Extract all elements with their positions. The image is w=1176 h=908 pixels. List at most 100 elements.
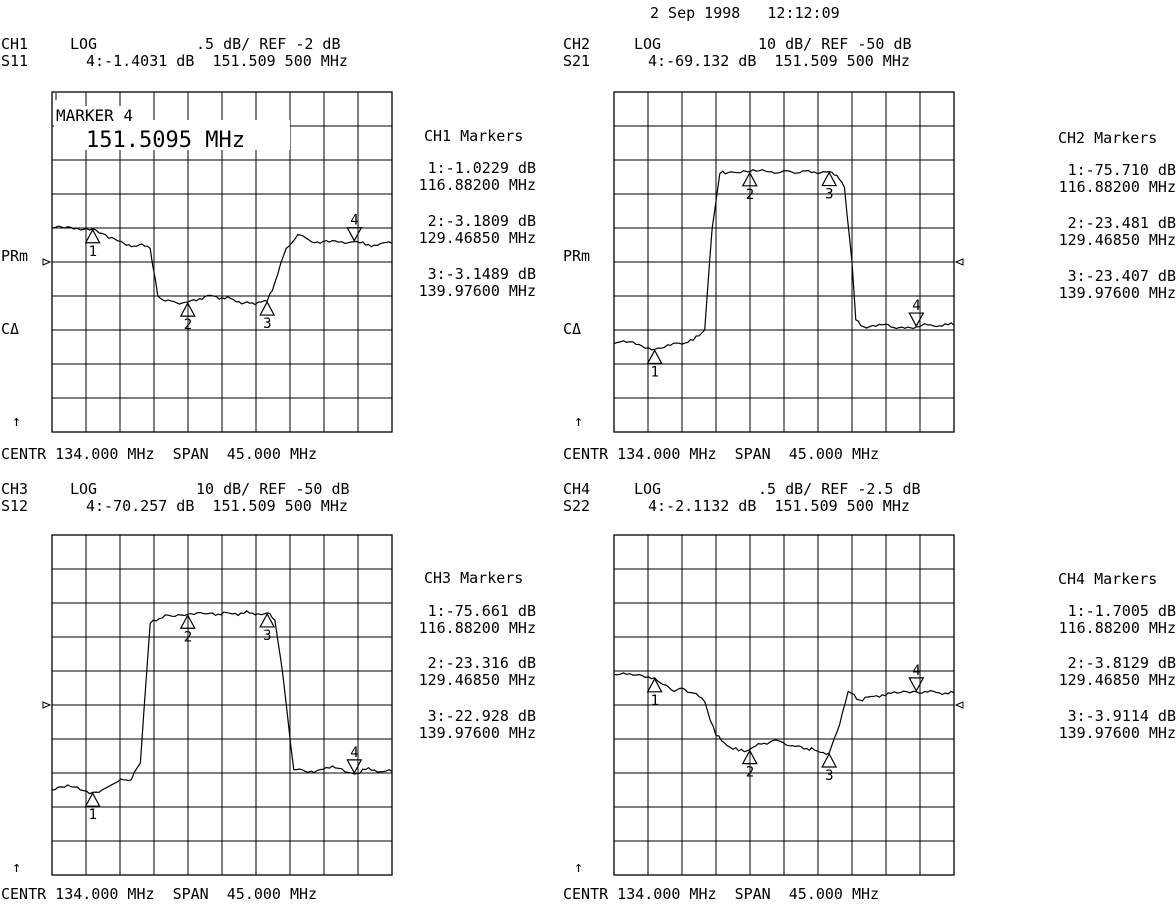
ch3-header-channel: CH3 — [1, 480, 29, 498]
ch2-header-param: S21 — [563, 52, 591, 70]
ch4-marker-1-freq: 116.88200 MHz — [1058, 619, 1176, 637]
ch4-marker-2-number: 2 — [746, 765, 754, 781]
ch1-markers-title: CH1 Markers — [424, 127, 524, 145]
ch2-footer: CENTR 134.000 MHz SPAN 45.000 MHz — [563, 445, 880, 463]
ch1-marker-2-freq: 129.46850 MHz — [418, 229, 536, 247]
ch1-marker-1-value: 1:-1.0229 dB — [427, 159, 536, 177]
ch1-trace — [51, 225, 393, 306]
ch2-marker-3-symbol — [821, 171, 838, 187]
ch1-header-channel: CH1 — [1, 35, 29, 53]
ch3-marker-2-number: 2 — [184, 629, 192, 645]
ch1-left-label-cdelta: CΔ — [1, 320, 20, 338]
ch3-header-format: LOG — [70, 480, 98, 498]
ch1-marker-box-bg — [54, 120, 290, 150]
timestamp: 2 Sep 1998 12:12:09 — [650, 4, 840, 22]
ch4-header-marker-readout: 4:-2.1132 dB 151.509 500 MHz — [648, 497, 910, 515]
ch4-marker-2-symbol — [741, 749, 758, 765]
ch1-marker-4-number: 4 — [350, 213, 358, 229]
ch1-ref-pointer — [42, 258, 52, 266]
ch3-marker-3-value: 3:-22.928 dB — [427, 707, 536, 725]
ch3-trace — [51, 610, 393, 795]
ch1-header-scale: .5 dB/ REF -2 dB — [196, 35, 341, 53]
ch4-marker-3-symbol — [821, 752, 838, 768]
ch3-marker-3-number: 3 — [263, 628, 271, 644]
ch2-markers-title: CH2 Markers — [1058, 129, 1158, 147]
ch1-marker-3-value: 3:-3.1489 dB — [427, 265, 536, 283]
ch4-up-arrow: ↑ — [574, 858, 584, 876]
ch3-marker-2-freq: 129.46850 MHz — [418, 671, 536, 689]
ch3-marker-4-symbol — [346, 759, 363, 775]
ch2-up-arrow: ↑ — [574, 412, 584, 430]
ch2-header-format: LOG — [634, 35, 662, 53]
ch1-header-param: S11 — [1, 52, 29, 70]
ch1-marker-1-freq: 116.88200 MHz — [418, 176, 536, 194]
ch4-ref-pointer — [954, 701, 964, 709]
ch1-up-arrow: ↑ — [12, 412, 22, 430]
ch1-marker-3-freq: 139.97600 MHz — [418, 282, 536, 300]
ch1-marker-2-number: 2 — [184, 317, 192, 333]
ch2-marker-2-freq: 129.46850 MHz — [1058, 231, 1176, 249]
ch3-up-arrow: ↑ — [12, 858, 22, 876]
ch4-footer: CENTR 134.000 MHz SPAN 45.000 MHz — [563, 885, 880, 903]
ch2-marker-4-number: 4 — [912, 298, 920, 314]
ch3-marker-2-value: 2:-23.316 dB — [427, 654, 536, 672]
ch4-marker-2-value: 2:-3.8129 dB — [1067, 654, 1176, 672]
ch1-marker-box-bg2 — [54, 106, 132, 124]
ch2-marker-3-number: 3 — [825, 187, 833, 203]
ch4-marker-1-value: 1:-1.7005 dB — [1067, 602, 1176, 620]
ch4-marker-1-symbol — [646, 677, 663, 693]
ch3-header-scale: 10 dB/ REF -50 dB — [196, 480, 350, 498]
ch1-header-marker-readout: 4:-1.4031 dB 151.509 500 MHz — [86, 52, 348, 70]
ch4-header-scale: .5 dB/ REF -2.5 dB — [758, 480, 921, 498]
ch3-marker-1-value: 1:-75.661 dB — [427, 602, 536, 620]
ch3-marker-4-number: 4 — [350, 745, 358, 761]
ch2-marker-2-value: 2:-23.481 dB — [1067, 214, 1176, 232]
ch2-ref-pointer — [954, 258, 964, 266]
ch1-marker-1-symbol — [84, 228, 101, 244]
ch3-marker-3-symbol — [259, 612, 276, 628]
ch1-marker-box-line2: 151.5095 MHz — [86, 128, 245, 153]
ch1-left-label-prm: PRm — [1, 247, 29, 265]
ch3-footer: CENTR 134.000 MHz SPAN 45.000 MHz — [1, 885, 318, 903]
ch4-marker-4-symbol — [908, 677, 925, 693]
ch2-header-scale: 10 dB/ REF -50 dB — [758, 35, 912, 53]
ch1-header-format: LOG — [70, 35, 98, 53]
ch4-marker-3-value: 3:-3.9114 dB — [1067, 707, 1176, 725]
ch1-marker-2-symbol — [179, 301, 196, 317]
ch3-marker-1-symbol — [84, 791, 101, 807]
ch2-left-label-prm: PRm — [563, 247, 591, 265]
ch2-marker-1-symbol — [646, 349, 663, 365]
ch2-trace — [613, 169, 955, 351]
ch4-marker-4-number: 4 — [912, 663, 920, 679]
ch3-marker-1-freq: 116.88200 MHz — [418, 619, 536, 637]
ch3-marker-1-number: 1 — [89, 807, 97, 823]
ch3-header-param: S12 — [1, 497, 29, 515]
ch4-marker-2-freq: 129.46850 MHz — [1058, 671, 1176, 689]
ch2-marker-3-value: 3:-23.407 dB — [1067, 267, 1176, 285]
ch2-marker-3-freq: 139.97600 MHz — [1058, 284, 1176, 302]
ch2-marker-1-number: 1 — [651, 364, 659, 380]
ch2-marker-2-number: 2 — [746, 187, 754, 203]
ch3-markers-title: CH3 Markers — [424, 569, 524, 587]
ch3-marker-3-freq: 139.97600 MHz — [418, 724, 536, 742]
ch4-header-param: S22 — [563, 497, 591, 515]
ch2-header-channel: CH2 — [563, 35, 591, 53]
ch4-header-channel: CH4 — [563, 480, 591, 498]
ch2-header-marker-readout: 4:-69.132 dB 151.509 500 MHz — [648, 52, 910, 70]
ch3-ref-pointer — [42, 701, 52, 709]
ch2-marker-1-freq: 116.88200 MHz — [1058, 178, 1176, 196]
ch4-header-format: LOG — [634, 480, 662, 498]
ch1-marker-1-number: 1 — [89, 244, 97, 260]
ch4-marker-3-freq: 139.97600 MHz — [1058, 724, 1176, 742]
ch1-marker-box-line1: MARKER 4 — [56, 106, 134, 125]
ch2-left-label-cdelta: CΔ — [563, 320, 582, 338]
ch4-marker-3-number: 3 — [825, 768, 833, 784]
ch3-marker-2-symbol — [179, 614, 196, 629]
ch4-markers-title: CH4 Markers — [1058, 570, 1158, 588]
ch1-marker-3-number: 3 — [263, 316, 271, 332]
ch4-trace — [613, 672, 955, 756]
ch1-marker-3-symbol — [259, 300, 276, 316]
ch2-marker-1-value: 1:-75.710 dB — [1067, 161, 1176, 179]
ch4-marker-1-number: 1 — [651, 693, 659, 709]
